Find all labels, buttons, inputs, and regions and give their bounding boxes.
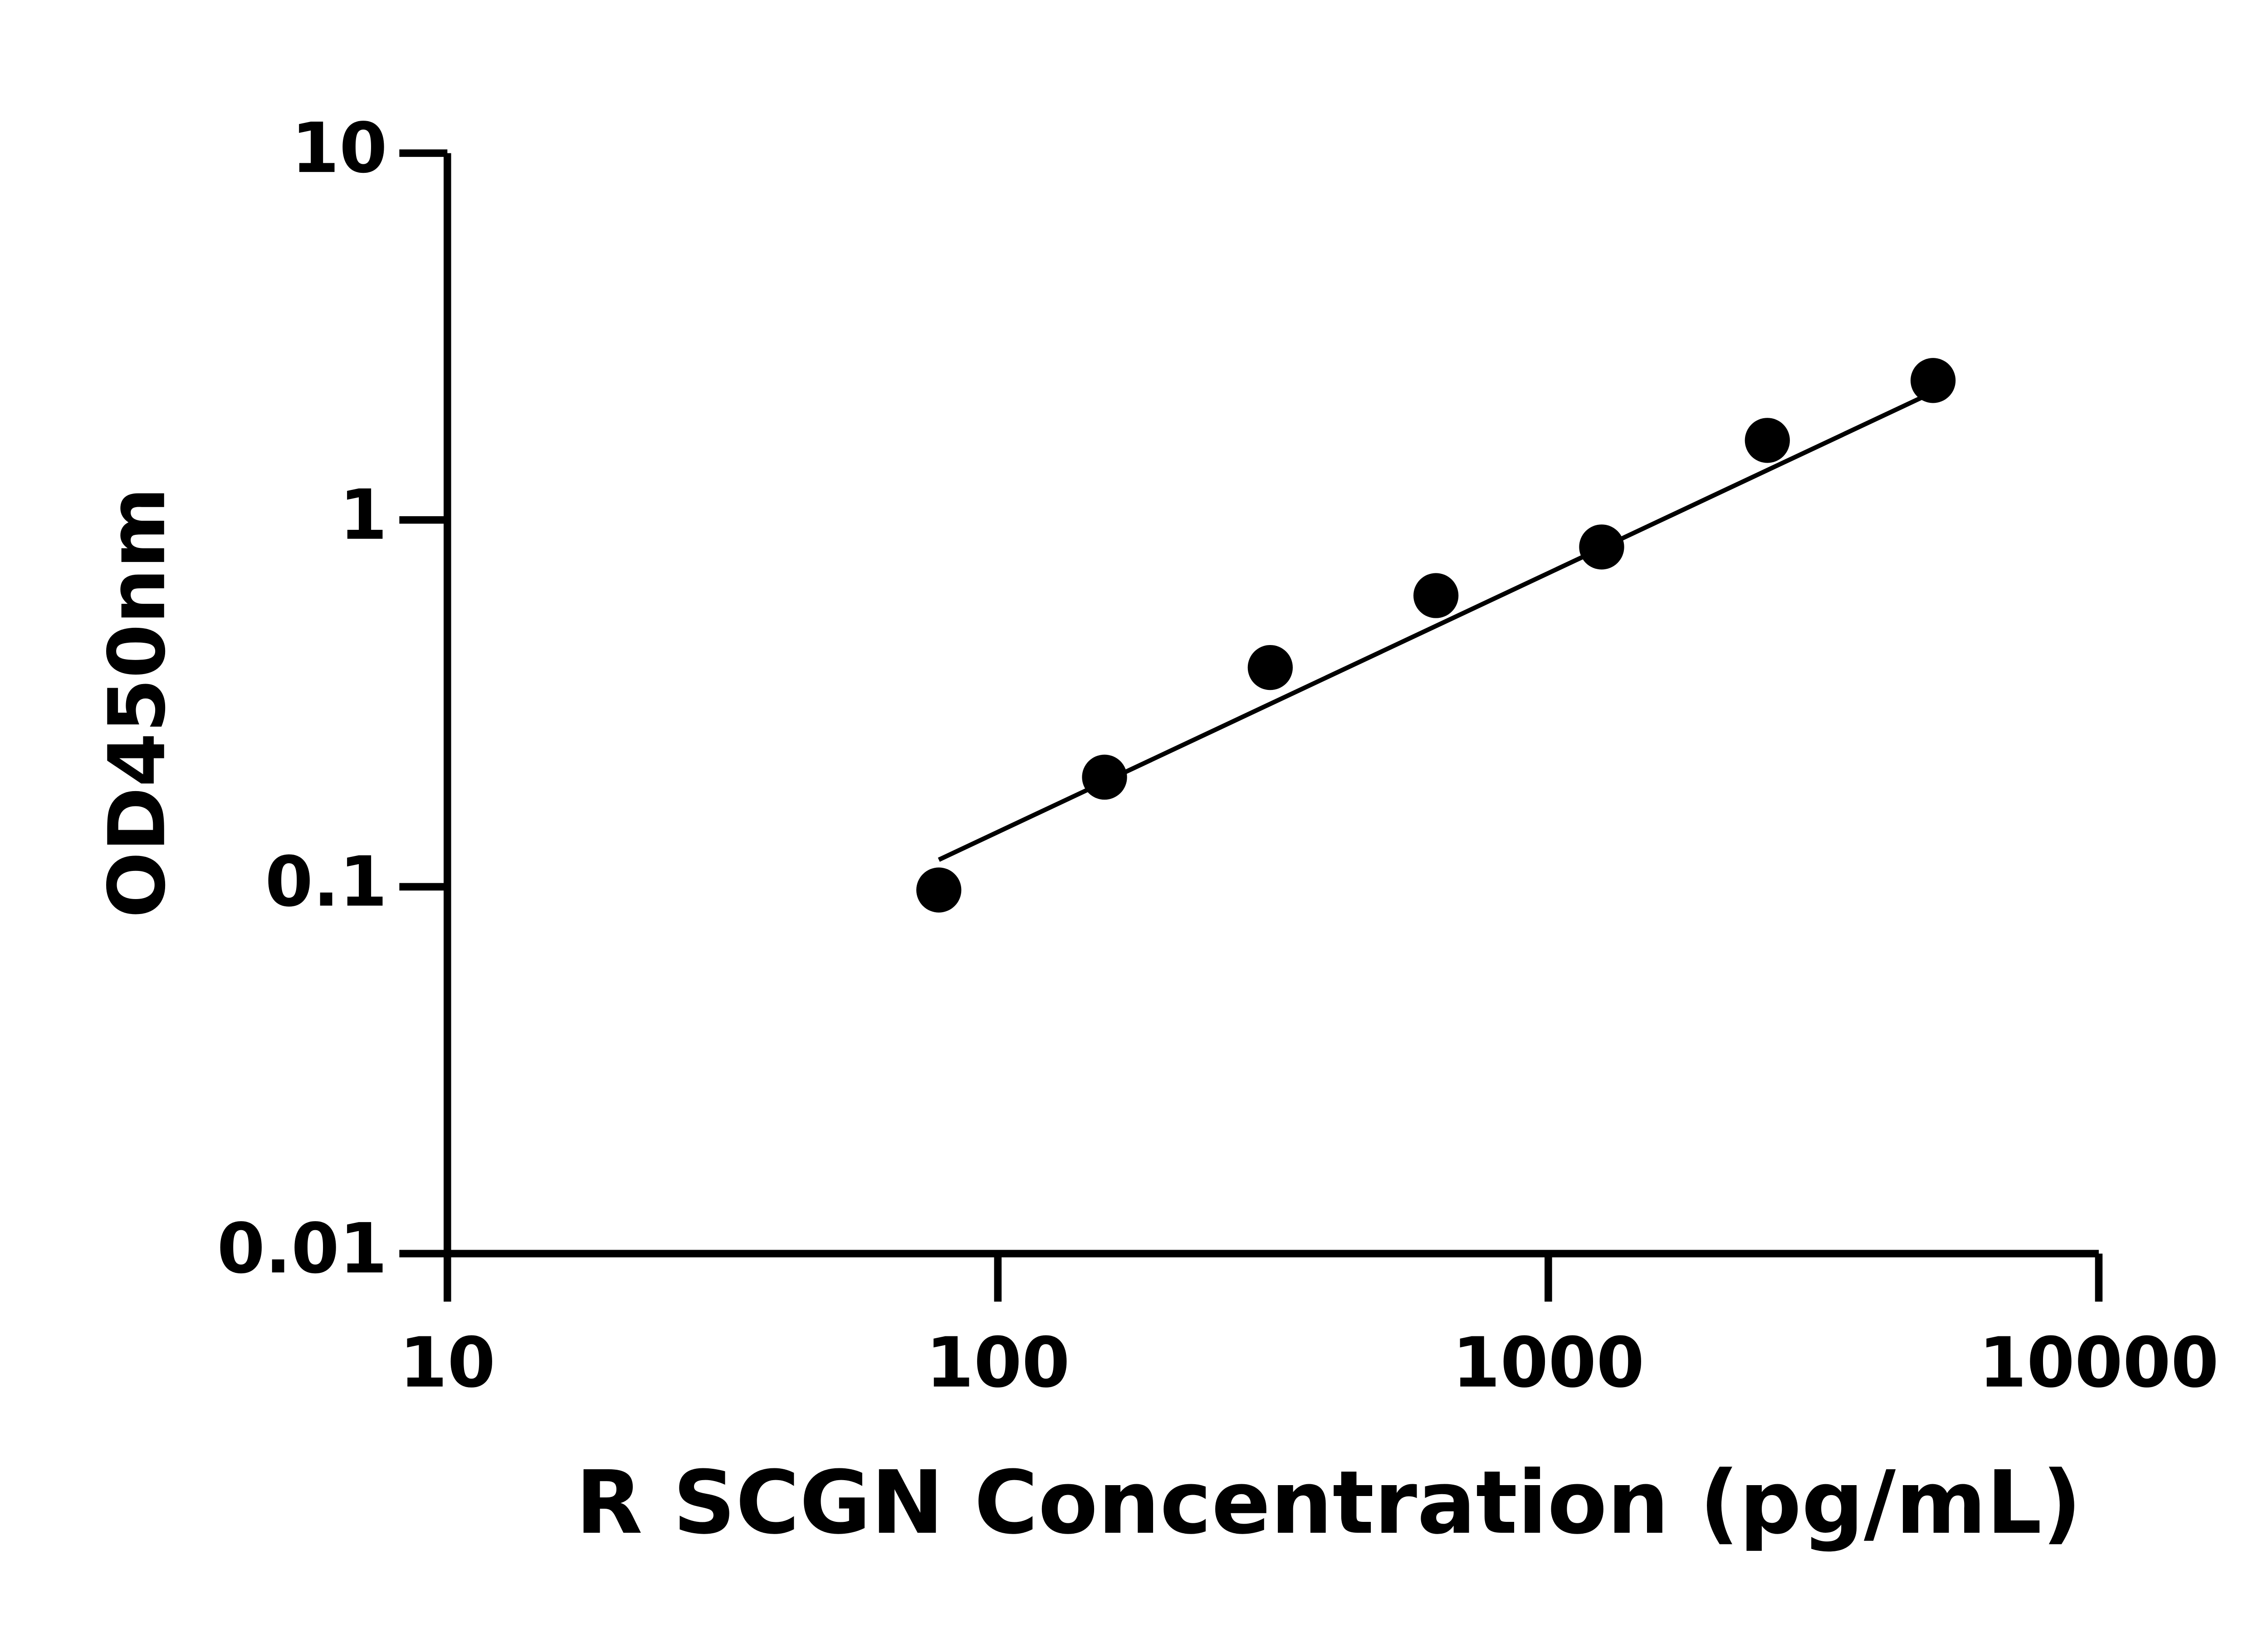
data-point xyxy=(1745,418,1790,463)
x-axis-label: R SCGN Concentration (pg/mL) xyxy=(576,1452,2082,1554)
data-point xyxy=(1082,754,1127,800)
data-point xyxy=(916,867,962,913)
data-point xyxy=(1579,524,1624,570)
y-axis-label: OD450nm xyxy=(92,487,183,918)
x-tick-label: 1000 xyxy=(1452,1323,1645,1403)
data-point xyxy=(1247,645,1293,690)
y-tick-label: 0.01 xyxy=(217,1208,387,1289)
y-tick-label: 0.1 xyxy=(265,841,387,922)
y-tick-label: 1 xyxy=(339,475,387,555)
y-tick-label: 10 xyxy=(291,108,387,188)
data-point xyxy=(1910,358,1956,403)
data-point xyxy=(1413,573,1459,618)
x-tick-label: 10000 xyxy=(1979,1323,2219,1403)
x-tick-label: 10 xyxy=(399,1323,495,1403)
x-tick-label: 100 xyxy=(926,1323,1070,1403)
